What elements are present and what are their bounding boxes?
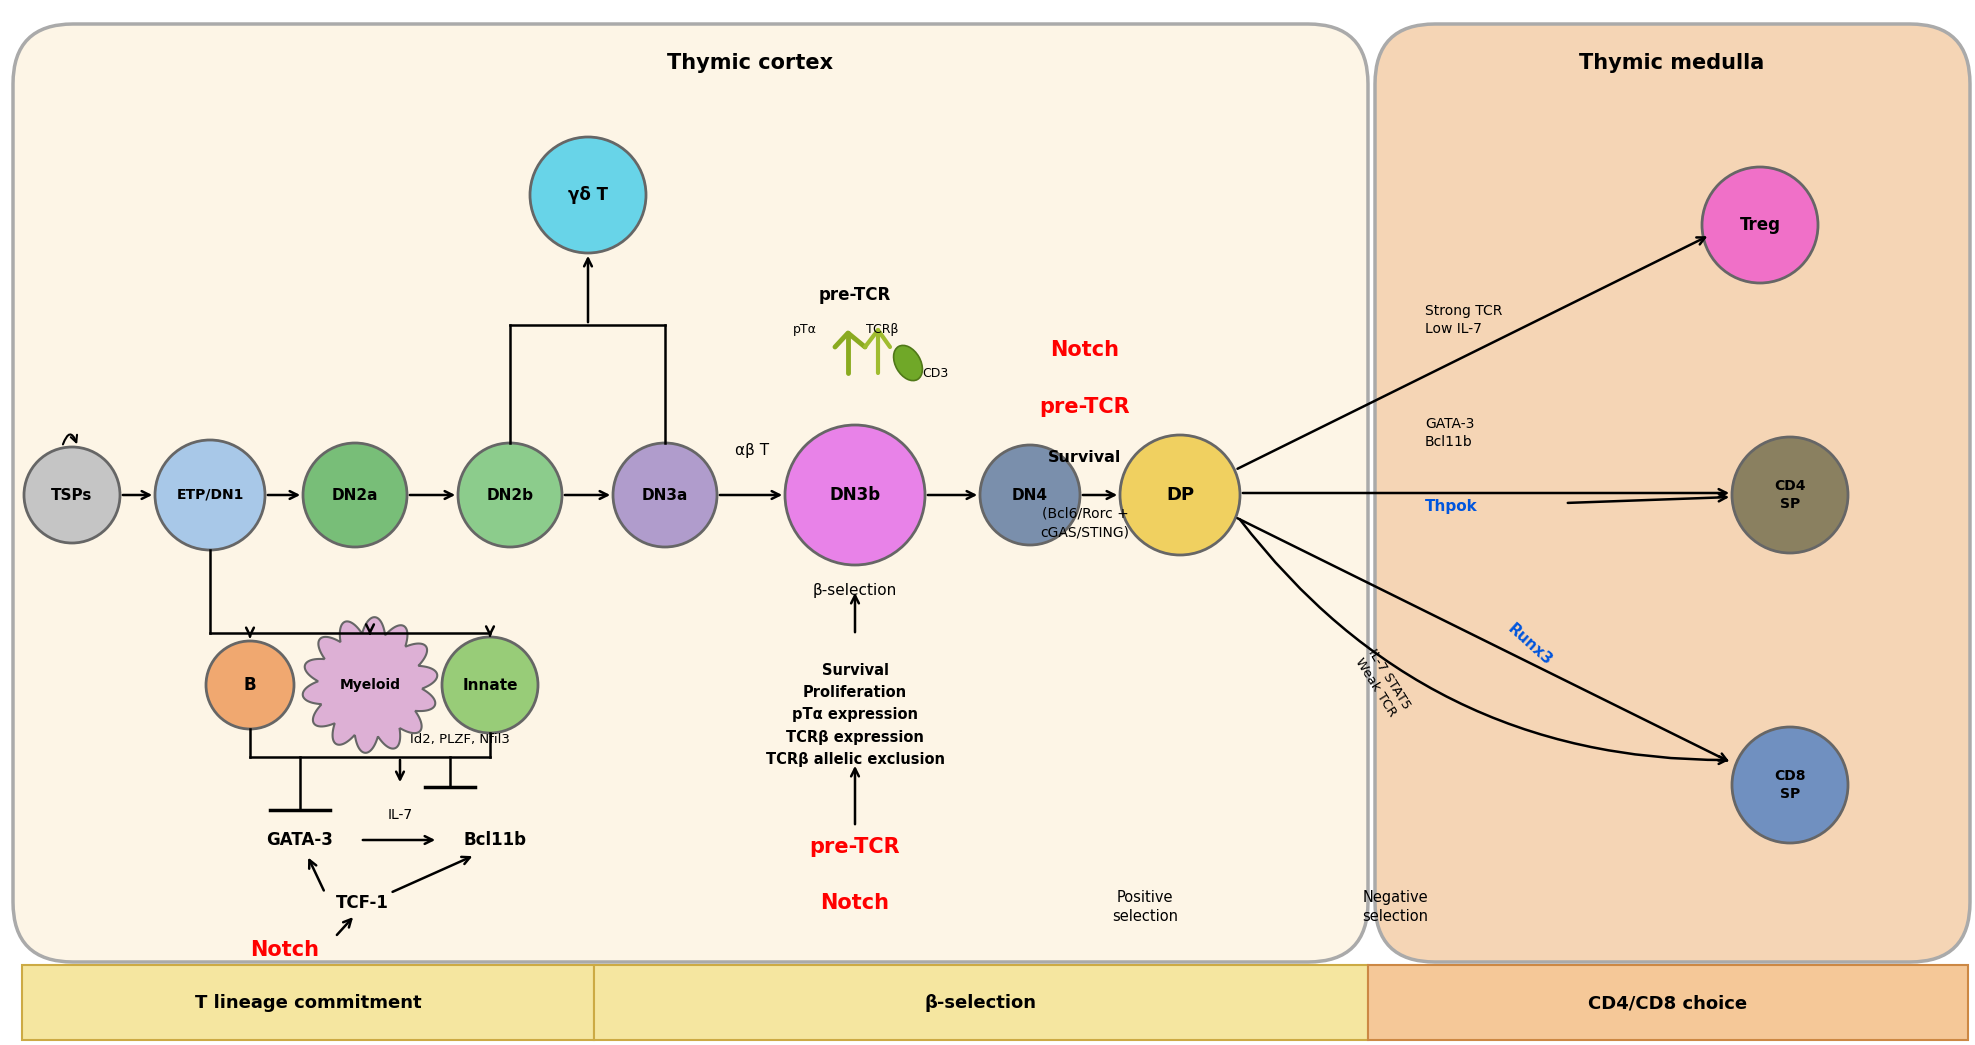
Text: Treg: Treg	[1740, 216, 1781, 234]
FancyBboxPatch shape	[22, 965, 594, 1040]
Text: Runx3: Runx3	[1505, 622, 1554, 669]
Circle shape	[612, 443, 717, 547]
Text: Notch: Notch	[251, 940, 320, 960]
Text: B: B	[243, 676, 257, 694]
FancyBboxPatch shape	[1369, 965, 1967, 1040]
Text: Strong TCR
Low IL-7: Strong TCR Low IL-7	[1426, 304, 1503, 336]
FancyBboxPatch shape	[1375, 24, 1969, 962]
Text: ETP/DN1: ETP/DN1	[176, 488, 243, 502]
Text: Survival
Proliferation
pTα expression
TCRβ expression
TCRβ allelic exclusion: Survival Proliferation pTα expression TC…	[766, 664, 944, 767]
FancyBboxPatch shape	[594, 965, 1369, 1040]
Text: Thymic cortex: Thymic cortex	[668, 53, 833, 73]
Text: Thpok: Thpok	[1426, 500, 1477, 514]
Text: TSPs: TSPs	[51, 488, 93, 503]
Text: GATA-3
Bcl11b: GATA-3 Bcl11b	[1426, 417, 1475, 449]
Text: Innate: Innate	[462, 677, 517, 693]
Text: DP: DP	[1165, 486, 1195, 504]
Text: Survival: Survival	[1049, 449, 1122, 464]
Text: pre-TCR: pre-TCR	[810, 837, 901, 857]
Text: γδ T: γδ T	[569, 186, 608, 204]
Circle shape	[1702, 167, 1819, 283]
Text: TCRβ: TCRβ	[865, 324, 899, 336]
Circle shape	[458, 443, 563, 547]
Text: GATA-3: GATA-3	[267, 831, 334, 849]
Text: T lineage commitment: T lineage commitment	[196, 994, 421, 1012]
Text: Positive
selection: Positive selection	[1112, 890, 1177, 924]
Ellipse shape	[893, 346, 922, 380]
Circle shape	[24, 447, 120, 543]
Text: DN2b: DN2b	[486, 488, 533, 503]
Text: DN3b: DN3b	[830, 486, 881, 504]
Text: TCF-1: TCF-1	[336, 895, 389, 912]
Text: (Bcl6/Rorc +
cGAS/STING): (Bcl6/Rorc + cGAS/STING)	[1041, 507, 1130, 539]
Text: IL-7: IL-7	[387, 808, 413, 822]
Text: IL-7 STAT5
Weak TCR: IL-7 STAT5 Weak TCR	[1351, 646, 1412, 720]
Circle shape	[1732, 437, 1849, 553]
Text: CD4/CD8 choice: CD4/CD8 choice	[1588, 994, 1748, 1012]
Circle shape	[980, 445, 1080, 545]
Text: pre-TCR: pre-TCR	[1039, 397, 1130, 417]
Text: Myeloid: Myeloid	[340, 678, 401, 692]
Circle shape	[302, 443, 407, 547]
Text: DN2a: DN2a	[332, 488, 379, 503]
Circle shape	[784, 425, 924, 565]
Text: CD3: CD3	[922, 367, 948, 379]
FancyBboxPatch shape	[14, 24, 1369, 962]
Text: pre-TCR: pre-TCR	[820, 286, 891, 304]
Text: αβ T: αβ T	[735, 442, 768, 458]
Circle shape	[154, 440, 265, 550]
Circle shape	[1732, 727, 1849, 843]
Polygon shape	[302, 618, 436, 752]
Text: Id2, PLZF, Nfil3: Id2, PLZF, Nfil3	[411, 734, 510, 746]
Text: β-selection: β-selection	[924, 994, 1037, 1012]
Text: Thymic medulla: Thymic medulla	[1580, 53, 1764, 73]
Text: DN4: DN4	[1011, 488, 1049, 503]
Circle shape	[1120, 435, 1240, 555]
Text: CD4
SP: CD4 SP	[1774, 480, 1805, 511]
Circle shape	[205, 641, 294, 729]
Circle shape	[529, 137, 646, 253]
Text: Notch: Notch	[1051, 340, 1120, 359]
Text: pTα: pTα	[794, 324, 818, 336]
Text: DN3a: DN3a	[642, 488, 687, 503]
Text: Notch: Notch	[820, 893, 889, 913]
Text: Bcl11b: Bcl11b	[464, 831, 527, 849]
Text: CD8
SP: CD8 SP	[1774, 769, 1805, 800]
Circle shape	[442, 637, 537, 733]
Text: Negative
selection: Negative selection	[1363, 890, 1428, 924]
Text: β-selection: β-selection	[814, 582, 897, 598]
